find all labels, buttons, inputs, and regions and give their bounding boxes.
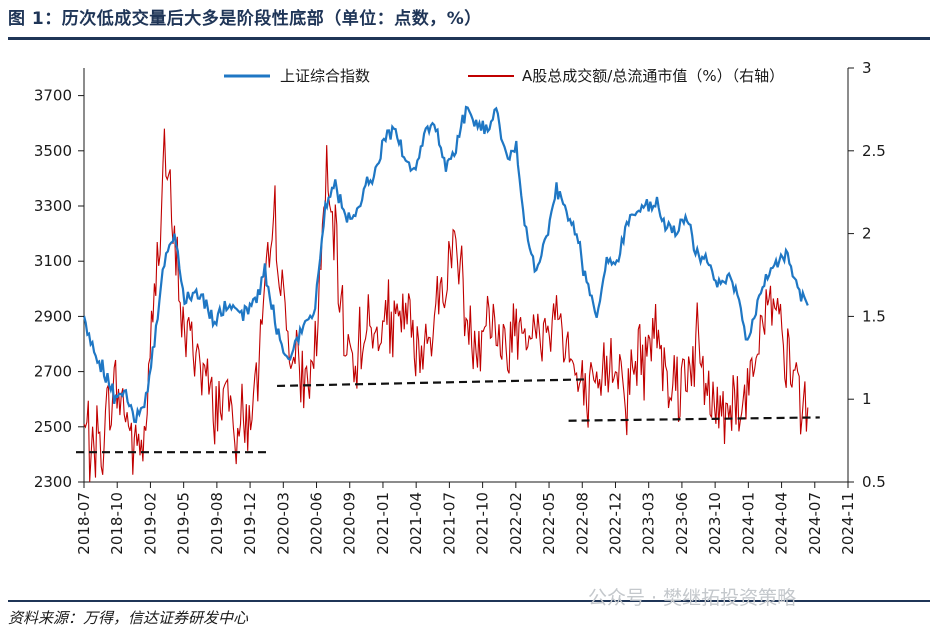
x-tick-label: 2023-06: [673, 492, 691, 555]
title-divider: [8, 37, 930, 40]
x-tick-label: 2024-11: [839, 492, 857, 555]
plot-frame: [83, 68, 849, 483]
x-tick-label: 2018-07: [75, 492, 93, 555]
left-tick-label: 3700: [34, 87, 72, 105]
x-tick-label: 2022-02: [507, 492, 525, 555]
turnover-ratio-series: [83, 128, 809, 482]
legend: 上证综合指数 A股总成交额/总流通市值（%）（右轴）: [224, 67, 784, 85]
dashed-support-line-3: [568, 416, 820, 422]
x-tick-label: 2022-12: [606, 492, 624, 555]
left-tick-label: 2300: [34, 473, 72, 491]
left-tick-label: 2700: [34, 363, 72, 381]
right-tick-label: 3: [862, 59, 872, 77]
footer-divider: [8, 600, 930, 602]
right-axis-ticks: 0.5 1 1.5 2 2.5 3: [848, 59, 886, 491]
x-tick-label: 2022-05: [540, 492, 558, 555]
x-tick-label: 2020-03: [274, 492, 292, 555]
x-tick-label: 2020-06: [308, 492, 326, 555]
right-tick-label: 1: [862, 390, 872, 408]
x-tick-label: 2018-10: [108, 492, 126, 555]
right-tick-label: 1.5: [862, 307, 886, 325]
chart: 2300 2500 2700 2900 3100 3300 3500 3700 0.5 1 1.5…: [34, 59, 886, 555]
shanghai-composite-series: [82, 105, 809, 424]
x-tick-label: 2019-05: [175, 492, 193, 555]
shanghai-composite-line: [82, 105, 809, 424]
source-note: 资料来源：万得，信达证券研发中心: [8, 609, 249, 627]
x-tick-label: 2023-03: [640, 492, 658, 555]
left-tick-label: 3100: [34, 252, 72, 270]
x-tick-label: 2019-12: [241, 492, 259, 555]
left-axis-ticks: 2300 2500 2700 2900 3100 3300 3500 3700: [34, 87, 84, 491]
x-tick-label: 2019-02: [141, 492, 159, 555]
left-tick-label: 2900: [34, 307, 72, 325]
x-tick-label: 2024-01: [739, 492, 757, 555]
x-tick-label: 2022-08: [573, 492, 591, 555]
right-tick-label: 2.5: [862, 142, 886, 160]
x-tick-label: 2024-07: [806, 492, 824, 555]
x-tick-label: 2020-09: [341, 492, 359, 555]
watermark-text: 公众号 · 樊继拓投资策略: [588, 587, 797, 609]
x-axis-ticks: 2018-07 2018-10 2019-02 2019-05 2019-08 2019-…: [75, 482, 857, 555]
dashed-support-lines: [76, 378, 820, 454]
figure-title: 图 1：历次低成交量后大多是阶段性底部（单位：点数，%）: [8, 9, 482, 29]
dashed-support-line-2: [277, 378, 589, 388]
legend-label-turnover-ratio: A股总成交额/总流通市值（%）（右轴）: [522, 67, 784, 85]
x-tick-label: 2021-07: [440, 492, 458, 555]
x-tick-label: 2019-08: [208, 492, 226, 555]
right-tick-label: 0.5: [862, 473, 886, 491]
x-tick-label: 2021-04: [407, 492, 425, 555]
left-tick-label: 3500: [34, 142, 72, 160]
x-tick-label: 2023-10: [706, 492, 724, 555]
right-tick-label: 2: [862, 225, 872, 243]
turnover-ratio-line: [83, 128, 809, 482]
x-tick-label: 2021-10: [474, 492, 492, 555]
left-tick-label: 2500: [34, 418, 72, 436]
x-tick-label: 2021-01: [374, 492, 392, 555]
left-tick-label: 3300: [34, 197, 72, 215]
x-tick-label: 2024-04: [773, 492, 791, 555]
legend-label-shanghai-composite: 上证综合指数: [280, 67, 370, 85]
